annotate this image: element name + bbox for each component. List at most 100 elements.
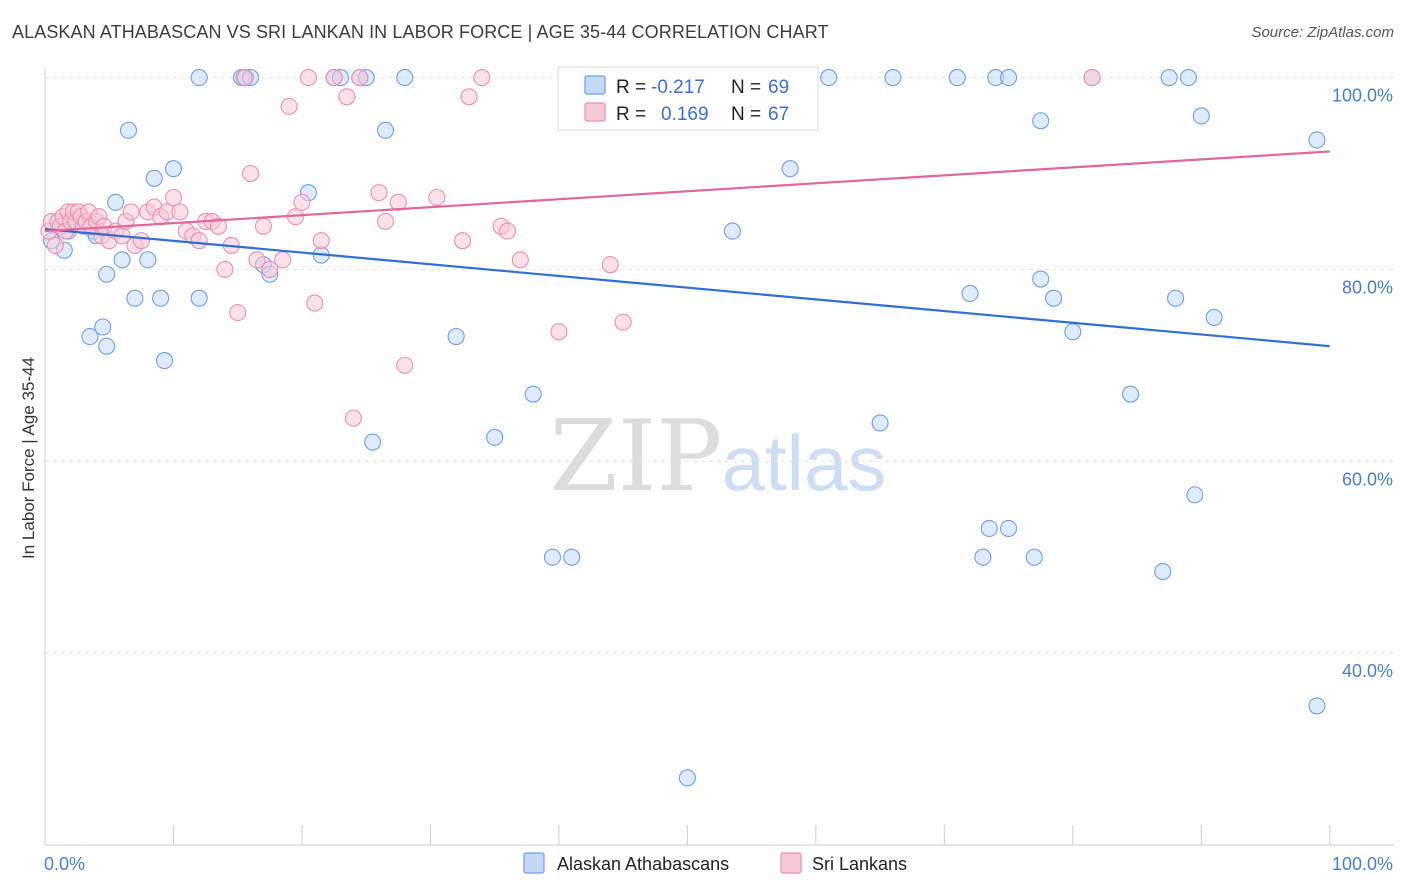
point-athabascan-14	[139, 251, 157, 269]
point-athabascan-61	[1160, 69, 1178, 87]
trend-lines	[44, 150, 1330, 348]
bottom-legend-srilankan: Sri Lankans	[812, 854, 907, 874]
legend-r-value-2: 0.169	[661, 104, 709, 125]
point-srilankan-27	[132, 232, 150, 250]
watermark: ZIP atlas	[550, 400, 887, 514]
legend-n-value-1: 69	[768, 77, 789, 98]
point-srilankan-54	[312, 232, 330, 250]
legend-r-label-2: R =	[616, 104, 646, 125]
point-athabascan-57	[1064, 323, 1082, 341]
point-srilankan-25	[122, 203, 140, 221]
point-srilankan-32	[164, 188, 183, 207]
point-srilankan-52	[299, 69, 317, 87]
point-athabascan-45	[884, 69, 902, 87]
point-athabascan-19	[190, 69, 208, 87]
trend-line-srilankan	[44, 150, 1330, 233]
point-srilankan-65	[460, 88, 478, 106]
point-athabascan-11	[113, 251, 131, 269]
grid	[45, 77, 1394, 654]
source-label: Source: ZipAtlas.com	[1251, 24, 1394, 41]
point-athabascan-34	[396, 69, 414, 87]
point-srilankan-43	[235, 69, 253, 87]
point-srilankan-72	[601, 256, 619, 274]
point-athabascan-62	[1167, 289, 1185, 307]
y-axis-label: In Labor Force | Age 35-44	[19, 357, 38, 559]
y-tick-label-80: 80.0%	[1342, 277, 1393, 297]
point-srilankan-62	[396, 356, 414, 374]
point-srilankan-59	[370, 184, 388, 202]
point-srilankan-51	[293, 193, 311, 211]
point-srilankan-33	[171, 203, 189, 221]
point-athabascan-12	[119, 121, 138, 139]
point-srilankan-55	[325, 69, 343, 87]
point-athabascan-44	[871, 414, 889, 432]
point-athabascan-10	[107, 193, 125, 211]
watermark-atlas: atlas	[722, 419, 887, 507]
point-srilankan-69	[511, 251, 529, 269]
point-srilankan-46	[254, 217, 272, 235]
point-athabascan-36	[486, 428, 504, 446]
point-srilankan-36	[190, 232, 208, 250]
point-athabascan-9	[98, 265, 116, 283]
legend: R = -0.217 N = 69 R = 0.169 N = 67	[557, 66, 819, 131]
chart-title: ALASKAN ATHABASCAN VS SRI LANKAN IN LABO…	[12, 22, 829, 42]
point-srilankan-68	[498, 222, 517, 240]
y-tick-label-100: 100.0%	[1332, 86, 1393, 106]
point-athabascan-43	[820, 69, 838, 87]
point-athabascan-55	[1032, 112, 1050, 130]
point-srilankan-40	[216, 260, 234, 278]
point-athabascan-66	[1205, 308, 1223, 326]
point-srilankan-73	[614, 313, 632, 331]
point-athabascan-18	[164, 160, 183, 178]
y-tick-label-40: 40.0%	[1342, 661, 1393, 681]
point-athabascan-59	[1122, 385, 1140, 403]
watermark-zip: ZIP	[550, 400, 723, 514]
point-srilankan-56	[338, 88, 356, 106]
point-athabascan-64	[1179, 69, 1197, 87]
point-athabascan-17	[155, 352, 174, 370]
point-srilankan-74	[1083, 69, 1101, 87]
point-srilankan-63	[428, 188, 446, 207]
point-athabascan-37	[524, 385, 542, 403]
bottom-legend-swatch-srilankan	[780, 852, 802, 874]
bottom-legend-athabascan: Alaskan Athabascans	[557, 854, 729, 874]
legend-swatch-athabascan	[584, 75, 606, 95]
point-athabascan-32	[364, 433, 382, 451]
point-srilankan-57	[344, 409, 362, 427]
point-srilankan-47	[261, 260, 279, 278]
legend-n-label-1: N =	[731, 77, 761, 98]
legend-r-value-1: -0.217	[651, 77, 705, 98]
point-athabascan-65	[1192, 107, 1210, 125]
point-athabascan-67	[1308, 697, 1326, 715]
point-athabascan-15	[145, 169, 163, 187]
point-athabascan-47	[961, 284, 979, 302]
point-athabascan-46	[948, 69, 966, 87]
point-athabascan-40	[678, 769, 696, 787]
point-athabascan-56	[1044, 289, 1063, 307]
point-athabascan-39	[563, 548, 581, 566]
point-srilankan-61	[389, 193, 407, 211]
x-tick-label-100: 100.0%	[1332, 854, 1393, 874]
point-athabascan-68	[1308, 131, 1326, 149]
point-srilankan-66	[473, 69, 491, 87]
point-athabascan-51	[1000, 69, 1018, 87]
bottom-legend: Alaskan Athabascans Sri Lankans	[523, 852, 907, 874]
point-srilankan-42	[229, 304, 247, 322]
point-athabascan-20	[190, 289, 208, 307]
point-srilankan-44	[242, 164, 260, 183]
legend-swatch-srilankan	[584, 102, 606, 122]
point-athabascan-8	[94, 318, 112, 336]
point-athabascan-38	[543, 548, 562, 566]
point-athabascan-53	[1025, 548, 1043, 566]
point-athabascan-52	[1000, 519, 1018, 537]
point-athabascan-13	[126, 289, 144, 307]
point-athabascan-60	[1154, 563, 1172, 581]
legend-n-label-2: N =	[731, 104, 761, 125]
axes: 100.0% 80.0% 60.0% 40.0%	[44, 68, 1394, 846]
trend-line-athabascan	[44, 228, 1330, 348]
x-tick-label-0: 0.0%	[44, 854, 85, 874]
point-srilankan-45	[248, 251, 266, 269]
legend-r-label-1: R =	[616, 77, 646, 98]
point-athabascan-41	[723, 222, 741, 240]
